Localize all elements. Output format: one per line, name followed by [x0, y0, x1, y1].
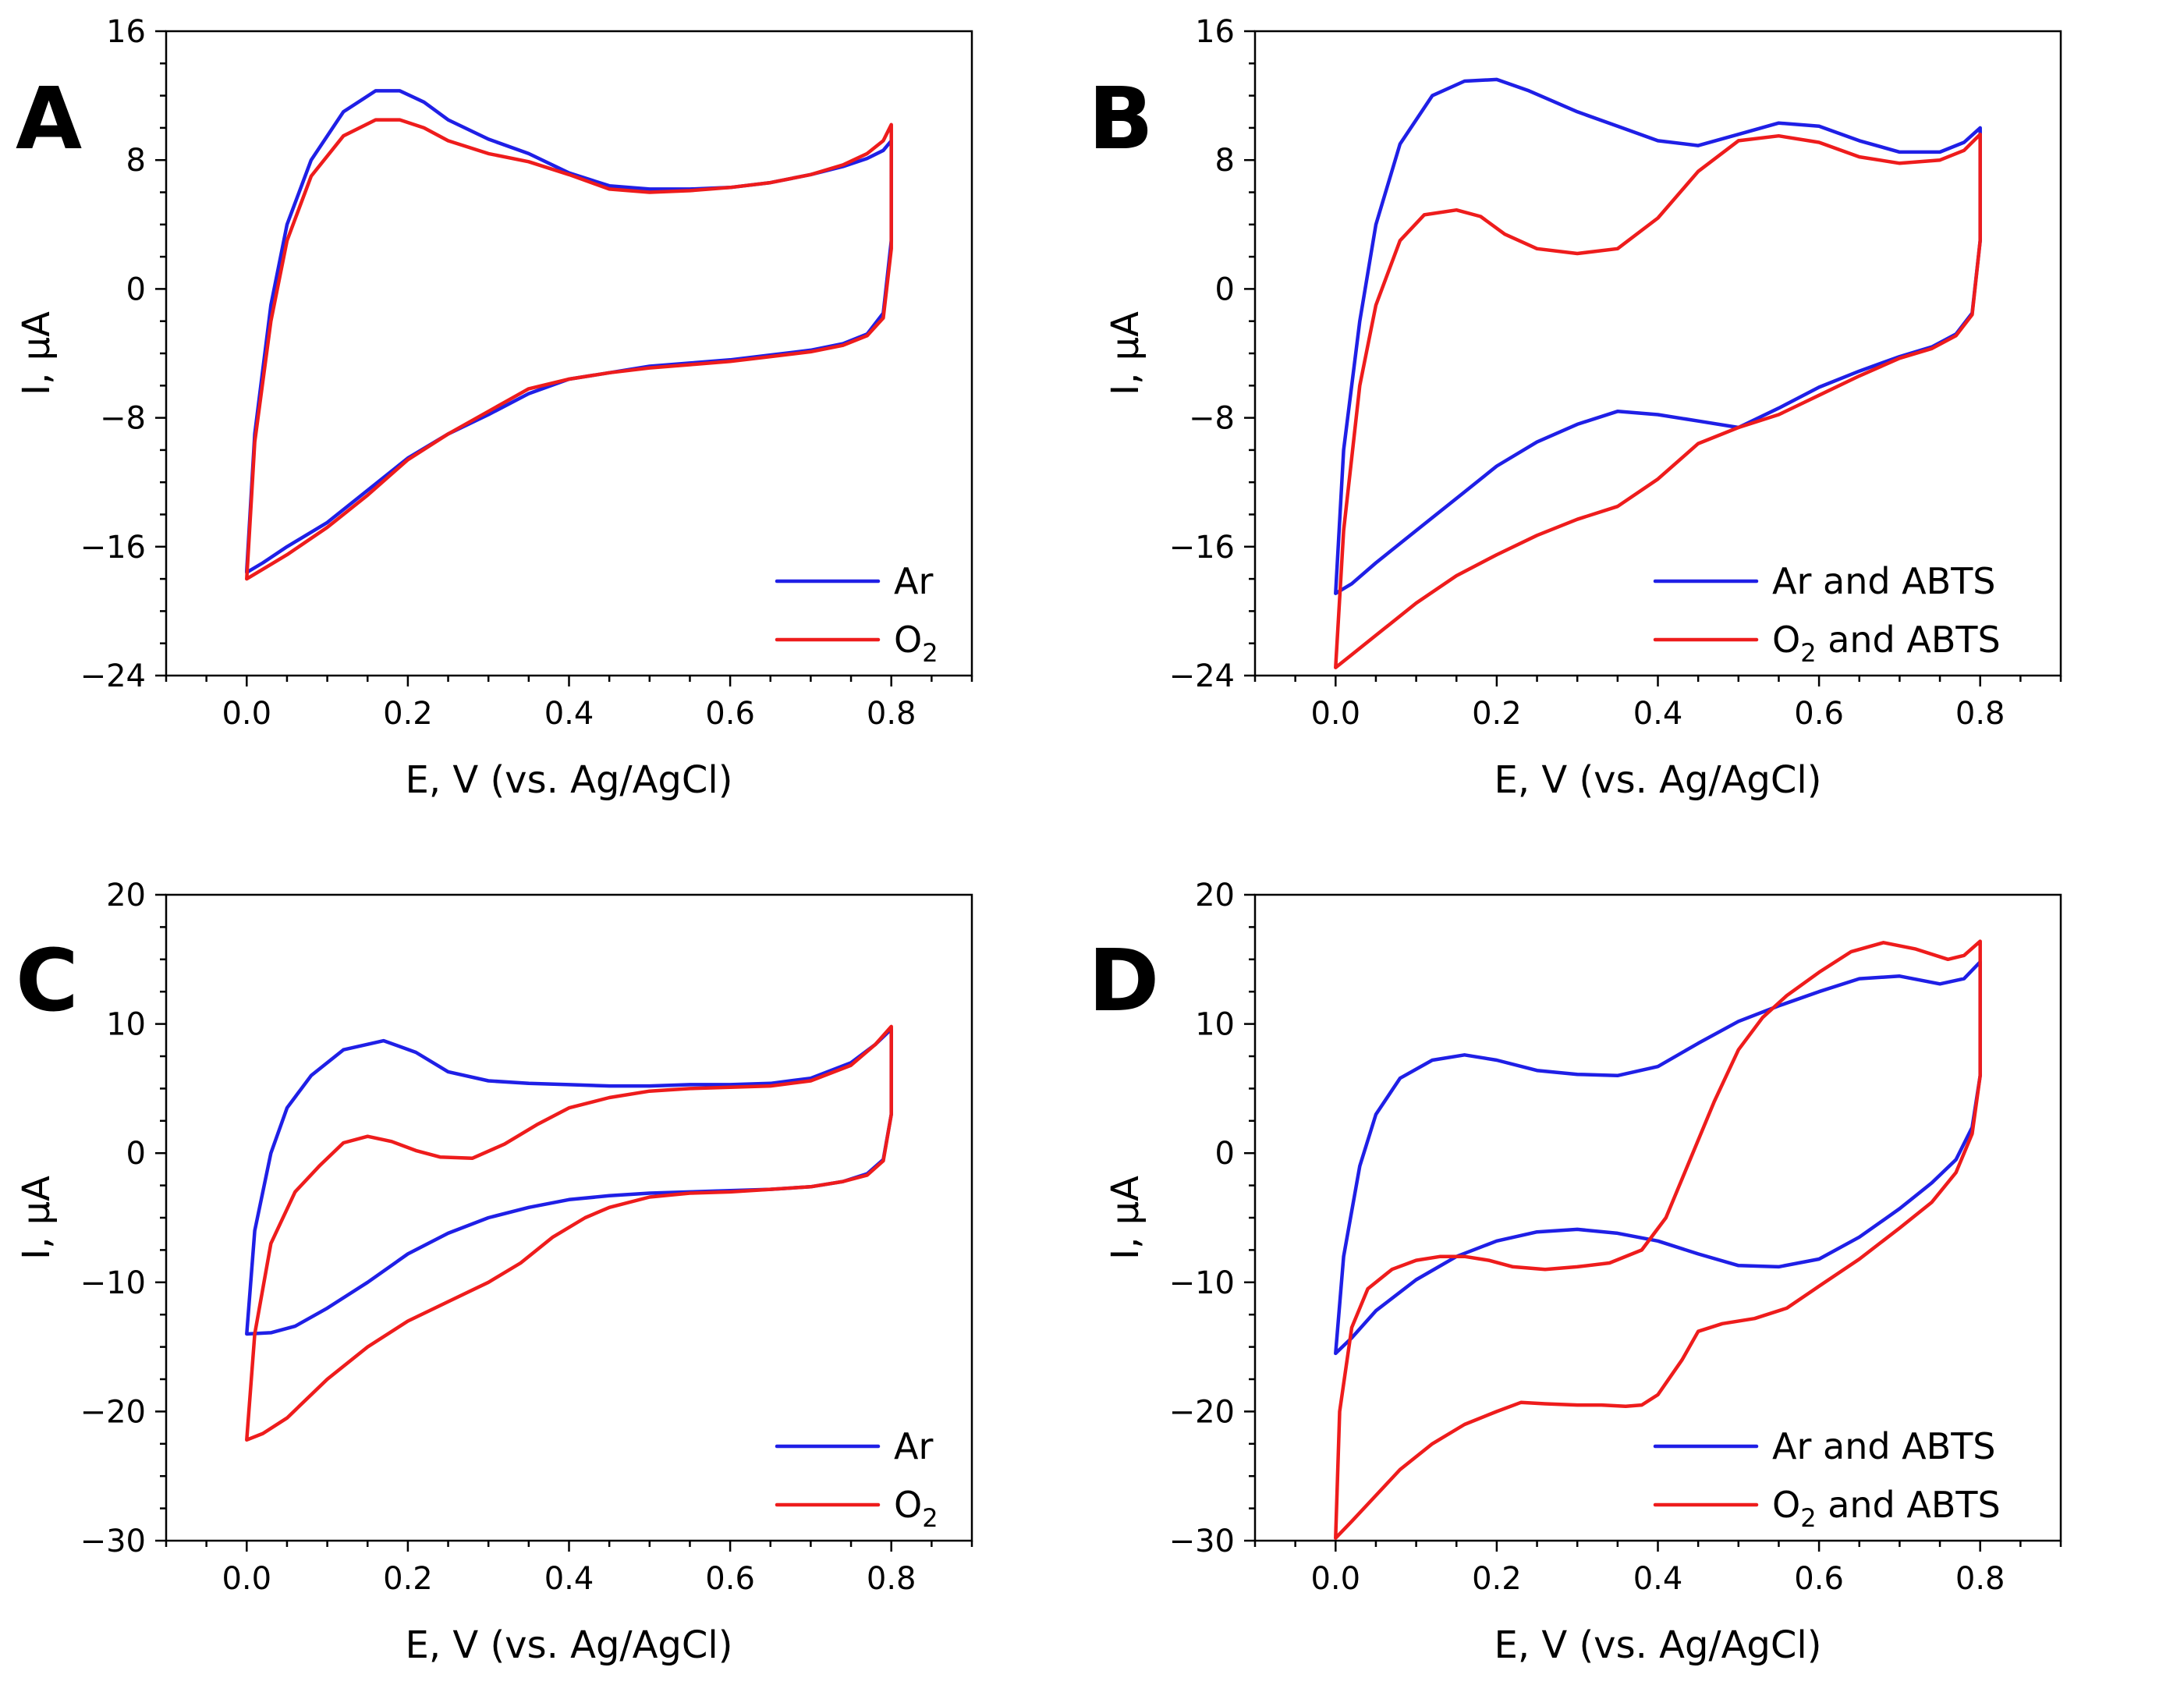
x-axis-title: E, V (vs. Ag/AgCl) — [1494, 758, 1822, 802]
plot-frame — [165, 30, 973, 677]
legend-label-main: Ar and ABTS — [1772, 560, 1996, 602]
y-tick-label: 16 — [1195, 14, 1235, 50]
series-line-o2-and-abts — [1334, 939, 1982, 1540]
x-tick-label: 0.6 — [705, 1561, 755, 1597]
x-tick-label: 0.0 — [1310, 1561, 1360, 1597]
x-tick-label: 0.8 — [1955, 696, 2005, 732]
x-tick-label: 0.4 — [1633, 1561, 1683, 1597]
x-tick-label: 0.8 — [867, 1561, 916, 1597]
legend-label: O2 and ABTS — [1772, 619, 2001, 668]
legend-label-main: O — [894, 619, 922, 661]
series-line-ar — [245, 1027, 893, 1336]
panel-letter: D — [1088, 931, 1159, 1031]
legend-label-main: O — [1772, 1484, 1800, 1526]
x-axis-title: E, V (vs. Ag/AgCl) — [406, 758, 733, 802]
y-tick-label: 20 — [1195, 878, 1235, 913]
x-tick-label: 0.8 — [1955, 1561, 2005, 1597]
x-tick-label: 0.4 — [1633, 696, 1683, 732]
y-tick-label: −20 — [1169, 1394, 1235, 1430]
y-axis-title: I, μA — [15, 311, 58, 396]
y-tick-label: −24 — [1169, 658, 1235, 694]
legend-label: O2 — [894, 619, 938, 668]
legend-label-rest: and ABTS — [1817, 1484, 2001, 1526]
y-axis-title: I, μA — [1104, 311, 1147, 396]
legend-label: Ar — [894, 560, 933, 602]
y-tick-label: 0 — [126, 271, 146, 307]
y-tick-label: −16 — [80, 530, 146, 566]
x-tick-label: 0.0 — [1310, 696, 1360, 732]
series-line-o2 — [245, 1024, 893, 1442]
panel-letter: A — [16, 69, 82, 168]
y-tick-label: −8 — [1189, 401, 1235, 437]
plot-frame — [165, 893, 973, 1542]
y-axis-title: I, μA — [15, 1176, 58, 1260]
y-tick-label: −20 — [80, 1394, 146, 1430]
legend-label: Ar — [894, 1425, 933, 1467]
series-line-ar-and-abts — [1334, 960, 1982, 1356]
y-tick-label: 16 — [106, 14, 146, 50]
legend-label: O2 and ABTS — [1772, 1484, 2001, 1533]
series-line-o2 — [245, 118, 893, 581]
y-tick-label: −30 — [1169, 1524, 1235, 1559]
legend-label: O2 — [894, 1484, 938, 1533]
legend-label-subscript: 2 — [922, 638, 938, 668]
x-tick-label: 0.0 — [222, 1561, 271, 1597]
legend-label: Ar and ABTS — [1772, 560, 1996, 602]
panel-d: 0.0 0.2 0.4 0.6 0.8 20 10 0 −10 −20 −30 E, V (vs. A… — [1088, 878, 2062, 1667]
x-tick-label: 0.4 — [544, 1561, 594, 1597]
y-tick-label: 0 — [1215, 271, 1235, 307]
x-tick-label: 0.2 — [1472, 696, 1522, 732]
legend-label-main: Ar — [894, 560, 933, 602]
x-axis-title: E, V (vs. Ag/AgCl) — [406, 1623, 733, 1667]
x-tick-label: 0.6 — [705, 696, 755, 732]
legend-label-main: O — [1772, 619, 1800, 661]
panel-c: 0.0 0.2 0.4 0.6 0.8 20 10 0 −10 −20 −30 E, V (vs. A… — [15, 878, 973, 1667]
y-tick-label: −10 — [80, 1265, 146, 1301]
y-tick-label: 0 — [126, 1136, 146, 1172]
legend-label-subscript: 2 — [1800, 638, 1816, 668]
panel-a: 0.0 0.2 0.4 0.6 0.8 16 8 0 −8 −16 −24 E, V (vs. Ag/… — [15, 14, 973, 802]
y-tick-label: 0 — [1215, 1136, 1235, 1172]
x-tick-label: 0.2 — [383, 1561, 433, 1597]
x-tick-label: 0.8 — [867, 696, 916, 732]
x-tick-label: 0.0 — [222, 696, 271, 732]
y-tick-label: 8 — [1215, 143, 1235, 179]
x-tick-label: 0.2 — [1472, 1561, 1522, 1597]
panel-letter: B — [1088, 69, 1154, 168]
panel-letter: C — [16, 931, 79, 1031]
panel-b: 0.0 0.2 0.4 0.6 0.8 16 8 0 −8 −16 −24 E, V (vs. Ag/… — [1088, 14, 2062, 802]
y-tick-label: 8 — [126, 143, 146, 179]
y-tick-label: 20 — [106, 878, 146, 913]
x-tick-label: 0.6 — [1794, 1561, 1844, 1597]
y-tick-label: −24 — [80, 658, 146, 694]
series-line-ar — [245, 89, 893, 575]
y-tick-label: −16 — [1169, 530, 1235, 566]
x-tick-label: 0.6 — [1794, 696, 1844, 732]
legend-label-subscript: 2 — [922, 1503, 938, 1533]
series-line-o2-and-abts — [1334, 132, 1982, 669]
y-tick-label: −30 — [80, 1524, 146, 1559]
legend-label-subscript: 2 — [1800, 1503, 1816, 1533]
legend-label-main: Ar — [894, 1425, 933, 1467]
x-axis-title: E, V (vs. Ag/AgCl) — [1494, 1623, 1822, 1667]
series-line-ar-and-abts — [1334, 77, 1982, 595]
y-tick-label: 10 — [1195, 1007, 1235, 1043]
legend-label-main: O — [894, 1484, 922, 1526]
y-tick-label: −10 — [1169, 1265, 1235, 1301]
legend-label: Ar and ABTS — [1772, 1425, 1996, 1467]
y-tick-label: 10 — [106, 1007, 146, 1043]
x-tick-label: 0.2 — [383, 696, 433, 732]
legend-label-main: Ar and ABTS — [1772, 1425, 1996, 1467]
x-tick-label: 0.4 — [544, 696, 594, 732]
y-axis-title: I, μA — [1104, 1176, 1147, 1260]
legend-label-rest: and ABTS — [1817, 619, 2001, 661]
y-tick-label: −8 — [100, 401, 146, 437]
